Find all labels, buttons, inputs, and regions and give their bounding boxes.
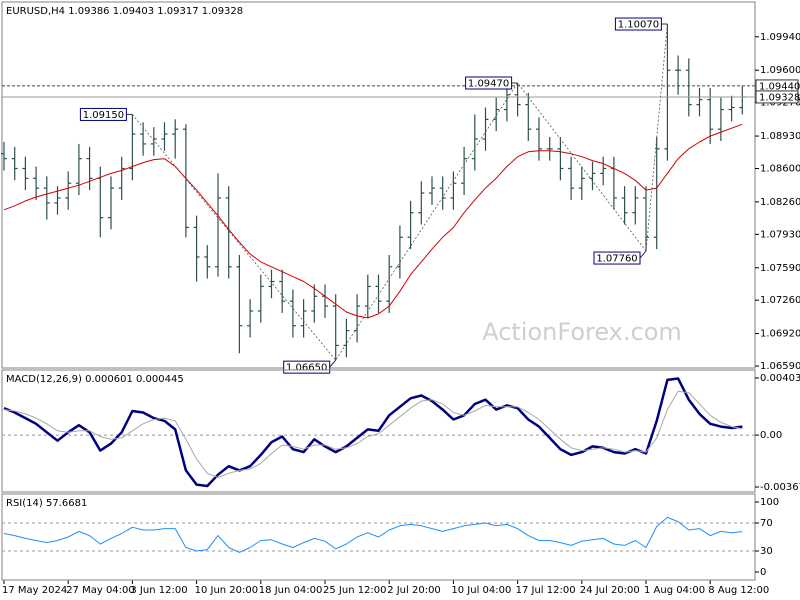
x-tick-label: 10 Jul 04:00: [451, 585, 511, 596]
y-tick-label: 1.09600: [760, 65, 800, 76]
annotation-label: 1.09150: [83, 110, 124, 121]
y-tick-label: 1.08600: [760, 163, 800, 174]
y-tick-label: 0.004036: [760, 373, 800, 384]
x-tick-label: 25 Jun 12:00: [323, 585, 387, 596]
annotation-leader: [639, 250, 647, 259]
x-tick-label: 27 May 04:00: [66, 585, 135, 596]
x-tick-label: 3 Jun 12:00: [130, 585, 187, 596]
annotation-label: 1.09470: [468, 78, 509, 89]
price-line-label: 1.09328: [759, 92, 800, 103]
y-tick-label: 100: [760, 497, 779, 508]
y-tick-label: -0.00367: [760, 482, 800, 493]
panel-frame: [1, 1, 756, 369]
x-tick-label: 18 Jun 04:00: [259, 585, 323, 596]
panel-frame: [1, 493, 756, 581]
price-line-box: [755, 90, 799, 104]
y-tick-label: 1.09940: [760, 32, 800, 43]
annotation-box: [593, 251, 641, 265]
x-tick-label: 8 Aug 12:00: [708, 585, 769, 596]
y-tick-label: 1.06920: [760, 329, 800, 340]
panel-title: RSI(14) 57.6681: [6, 498, 87, 509]
annotation-label: 1.06650: [286, 363, 327, 374]
panel-title: EURUSD,H4 1.09386 1.09403 1.09317 1.0932…: [6, 6, 243, 17]
y-tick-label: 1.08930: [760, 131, 800, 142]
x-tick-label: 2 Jul 20:00: [387, 585, 441, 596]
x-tick-label: 10 Jun 20:00: [195, 585, 259, 596]
indicator-line: [3, 516, 743, 553]
x-tick-label: 1 Aug 04:00: [644, 585, 705, 596]
y-tick-label: 1.07930: [760, 229, 800, 240]
watermark: ActionForex.com: [482, 318, 682, 346]
y-tick-label: 0.00: [760, 430, 782, 441]
annotation-label: 1.10070: [618, 20, 659, 31]
y-tick-label: 0: [760, 567, 766, 578]
x-tick-label: 17 Jul 12:00: [516, 585, 576, 596]
y-tick-label: 1.07260: [760, 295, 800, 306]
indicator-line: [3, 377, 743, 488]
indicator-line: [3, 390, 743, 478]
panel-title: MACD(12,26,9) 0.000601 0.000445: [6, 374, 184, 385]
annotation-box: [614, 17, 662, 31]
panel-frame: [1, 369, 756, 493]
annotation-leader: [329, 359, 337, 368]
annotation-box: [79, 107, 127, 121]
moving-average: [3, 123, 743, 319]
x-tick-label: 17 May 2024: [2, 585, 67, 596]
price-line-label: 1.09440: [759, 81, 800, 92]
y-tick-label: 70: [760, 518, 773, 529]
annotation-box: [465, 76, 513, 90]
y-tick-label: 1.08260: [760, 197, 800, 208]
y-tick-label: 1.07590: [760, 263, 800, 274]
y-tick-label: 1.06590: [760, 361, 800, 372]
annotation-label: 1.07760: [596, 254, 637, 265]
zigzag: [132, 23, 668, 361]
x-tick-label: 24 Jul 20:00: [580, 585, 640, 596]
y-tick-label: 30: [760, 546, 773, 557]
